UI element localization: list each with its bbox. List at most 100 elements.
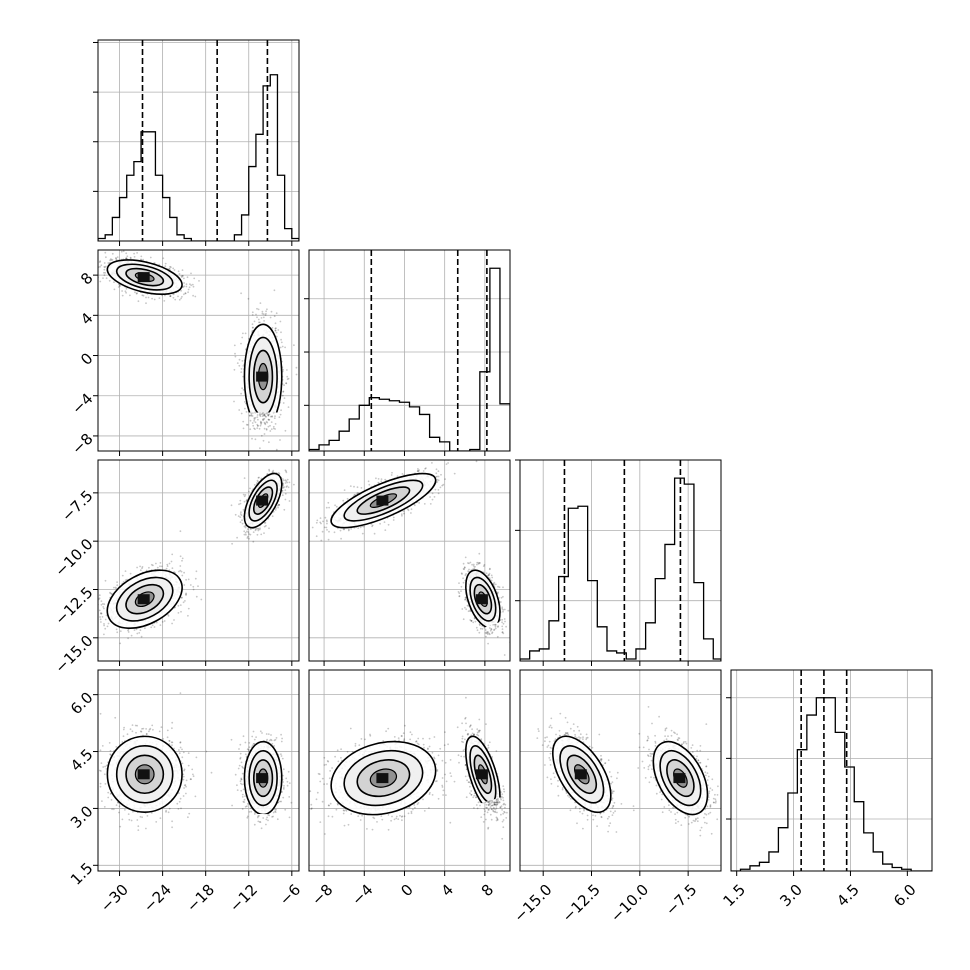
- density-peak: [256, 371, 269, 382]
- scatter-point: [100, 264, 103, 267]
- scatter-point: [233, 344, 236, 347]
- scatter-point: [285, 382, 288, 385]
- scatter-point: [127, 637, 129, 640]
- scatter-point: [489, 629, 492, 632]
- scatter-point: [120, 250, 123, 253]
- scatter-point: [230, 504, 233, 507]
- scatter-point: [158, 297, 161, 299]
- scatter-point: [269, 316, 272, 319]
- scatter-point: [252, 424, 255, 427]
- scatter-point: [200, 598, 203, 601]
- scatter-point: [149, 256, 152, 259]
- scatter-point: [287, 377, 290, 380]
- scatter-point: [271, 327, 274, 329]
- scatter-point: [481, 628, 484, 630]
- scatter-point: [133, 252, 136, 255]
- scatter-point: [96, 259, 98, 261]
- scatter-point: [457, 591, 460, 593]
- scatter-point: [99, 260, 102, 263]
- scatter-point: [467, 610, 470, 613]
- scatter-point: [253, 320, 256, 323]
- scatter-point: [253, 484, 256, 486]
- scatter-point: [179, 565, 182, 567]
- scatter-point: [236, 362, 239, 364]
- scatter-point: [295, 366, 298, 369]
- scatter-point: [242, 493, 245, 496]
- scatter-point: [287, 406, 290, 408]
- scatter-point: [248, 533, 250, 535]
- scatter-point: [101, 616, 104, 618]
- scatter-point: [258, 413, 261, 416]
- scatter-point: [286, 375, 289, 378]
- scatter-point: [286, 369, 288, 371]
- scatter-point: [262, 418, 265, 420]
- scatter-point: [284, 469, 287, 472]
- scatter-point: [268, 468, 270, 471]
- scatter-point: [267, 418, 270, 421]
- scatter-point: [263, 413, 266, 416]
- scatter-point: [277, 329, 280, 331]
- scatter-point: [122, 250, 125, 253]
- scatter-point: [266, 413, 269, 415]
- scatter-point: [273, 417, 276, 420]
- scatter-point: [178, 570, 180, 573]
- scatter-point: [121, 290, 123, 292]
- scatter-point: [266, 308, 268, 311]
- scatter-point: [116, 256, 119, 258]
- scatter-point: [249, 528, 252, 531]
- scatter-point: [267, 419, 270, 421]
- scatter-point: [488, 568, 491, 571]
- scatter-point: [153, 298, 156, 301]
- scatter-point: [163, 300, 166, 302]
- scatter-point: [181, 559, 183, 562]
- scatter-point: [139, 629, 142, 632]
- scatter-point: [104, 579, 107, 582]
- scatter-point: [256, 427, 259, 429]
- scatter-point: [169, 295, 172, 297]
- scatter-point: [243, 533, 246, 536]
- scatter-point: [110, 259, 113, 261]
- scatter-point: [245, 533, 247, 536]
- scatter-point: [263, 320, 265, 322]
- scatter-point: [265, 420, 268, 423]
- scatter-point: [269, 415, 272, 418]
- scatter-point: [193, 277, 196, 280]
- scatter-point: [264, 422, 266, 425]
- scatter-point: [268, 441, 270, 444]
- scatter-point: [464, 596, 467, 599]
- scatter-point: [145, 296, 147, 299]
- scatter-point: [136, 632, 139, 635]
- scatter-point: [285, 486, 288, 488]
- scatter-point: [239, 521, 242, 523]
- scatter-point: [119, 285, 121, 287]
- scatter-point: [249, 533, 252, 536]
- scatter-point: [237, 515, 240, 517]
- scatter-point: [160, 565, 163, 568]
- scatter-point: [231, 542, 234, 545]
- axes-frame: [97, 459, 300, 662]
- scatter-point: [115, 628, 118, 631]
- scatter-point: [242, 508, 245, 511]
- scatter-point: [179, 569, 182, 572]
- scatter-point: [271, 415, 273, 418]
- scatter-point: [133, 629, 136, 631]
- scatter-point: [249, 428, 252, 431]
- scatter-point: [105, 256, 107, 259]
- scatter-point: [488, 632, 490, 635]
- scatter-point: [103, 271, 105, 274]
- scatter-point: [469, 619, 472, 621]
- scatter-point: [496, 635, 499, 638]
- scatter-point: [104, 618, 107, 621]
- scatter-point: [98, 261, 101, 263]
- scatter-point: [295, 373, 298, 376]
- scatter-point: [498, 586, 501, 589]
- scatter-point: [104, 266, 106, 269]
- scatter-point: [288, 481, 291, 484]
- scatter-point: [151, 624, 154, 627]
- scatter-point: [277, 472, 280, 474]
- scatter-point: [257, 418, 259, 421]
- scatter-point: [127, 629, 129, 632]
- scatter-point: [501, 631, 504, 633]
- scatter-point: [266, 473, 268, 476]
- scatter-point: [151, 297, 154, 300]
